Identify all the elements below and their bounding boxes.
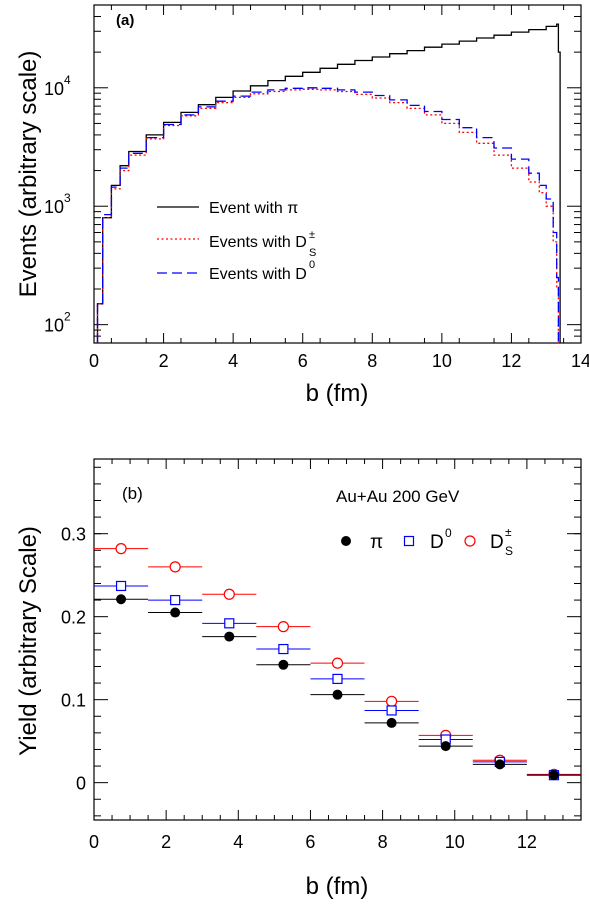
b-point-ds: [331, 657, 344, 669]
panel-a-frame: [93, 4, 582, 344]
panel-a-y-axis-label: Events (arbitrary scale): [15, 51, 42, 298]
legend-label-ds-b-sup: ±: [505, 525, 512, 539]
legend-label-pi-b: π: [370, 532, 383, 553]
legend-label-d0: Events with D: [209, 266, 307, 283]
legend-label-ds-sub: S: [309, 247, 316, 259]
b-x-tick-label: 0: [89, 832, 99, 852]
b-point-d0: [386, 705, 397, 716]
b-point-pi: [224, 631, 235, 642]
a-x-tick-label: 0: [89, 351, 99, 371]
panel-b-x-axis-label: b (fm): [306, 873, 369, 900]
legend-marker-ds: [464, 535, 476, 547]
panel-b-legend: π D 0 D ± S: [341, 525, 513, 558]
panel-b-series: [94, 543, 581, 781]
legend-label-d0-sup: 0: [309, 259, 315, 271]
panel-a-label: (a): [116, 12, 134, 29]
panel-b-label: (b): [122, 484, 143, 503]
b-y-tick-label: 0.3: [61, 525, 86, 545]
panel-a-series: [96, 23, 561, 343]
legend-label-ds: Events with D: [209, 234, 307, 251]
legend-label-pi: Event with π: [209, 200, 298, 217]
a-y-tick-label-exp: 3: [64, 191, 71, 205]
panel-b-frame: [93, 458, 582, 821]
a-x-tick-label: 10: [432, 351, 452, 371]
a-series-line-2: [96, 87, 560, 343]
b-point-d0: [115, 580, 127, 592]
a-x-tick-label: 4: [228, 351, 238, 371]
b-x-tick-label: 2: [161, 832, 171, 852]
legend-marker-pi: [341, 536, 351, 546]
b-point-ds: [169, 561, 181, 573]
a-x-tick-label: 12: [501, 351, 521, 371]
b-x-tick-label: 8: [378, 832, 388, 852]
b-point-pi: [386, 717, 397, 728]
a-y-tick-label-base: 10: [44, 316, 64, 336]
b-point-ds: [223, 588, 235, 600]
b-point-pi: [170, 607, 181, 618]
b-x-tick-label: 12: [517, 832, 537, 852]
legend-label-d0-b: D: [430, 532, 444, 553]
panel-b-ticks: 0 2 4 6 8 10 12 0 0.1 0.2 0.3: [61, 459, 581, 852]
b-point-d0: [170, 594, 181, 606]
b-point-pi: [278, 659, 289, 670]
b-y-tick-label: 0.2: [61, 608, 86, 628]
b-point-d0: [332, 673, 343, 685]
a-y-tick-label-base: 10: [44, 197, 64, 217]
a-series-line-0: [96, 23, 561, 343]
legend-label-ds-sup: ±: [309, 229, 315, 241]
b-x-tick-label: 4: [233, 832, 243, 852]
b-x-tick-label: 6: [305, 832, 315, 852]
legend-marker-d0: [403, 535, 415, 547]
a-series-line-1: [96, 88, 560, 343]
b-x-tick-label: 10: [445, 832, 465, 852]
b-point-pi: [440, 741, 451, 752]
a-y-tick-label-exp: 2: [64, 310, 71, 324]
b-point-ds: [277, 621, 289, 633]
a-y-tick-label-exp: 4: [64, 73, 71, 87]
panel-a-x-axis-label: b (fm): [306, 380, 369, 407]
b-y-tick-label: 0.1: [61, 691, 86, 711]
b-y-tick-label: 0: [76, 774, 86, 794]
b-point-d0: [278, 643, 289, 655]
b-point-pi: [548, 770, 559, 781]
b-point-ds: [115, 543, 127, 555]
panel-b-annotation: Au+Au 200 GeV: [336, 487, 460, 506]
panel-a-legend: Event with π Events with D ± S Events wi…: [157, 200, 316, 283]
legend-label-d0-b-sup: 0: [445, 526, 452, 540]
b-point-d0: [224, 618, 235, 629]
a-x-tick-label: 6: [298, 351, 308, 371]
b-point-pi: [332, 689, 343, 700]
a-x-tick-label: 8: [367, 351, 377, 371]
b-point-pi: [494, 759, 505, 770]
a-x-tick-label: 14: [571, 351, 589, 371]
b-point-ds: [386, 695, 398, 707]
a-y-tick-label-base: 10: [44, 79, 64, 99]
b-point-pi: [116, 594, 127, 605]
panel-b-y-axis-label: Yield (arbitrary Scale): [15, 526, 42, 756]
a-x-tick-label: 2: [159, 351, 169, 371]
legend-label-ds-b: D: [490, 532, 504, 553]
legend-label-ds-b-sub: S: [505, 544, 513, 558]
panel-b: 0 2 4 6 8 10 12 0 0.1 0.2 0.3 (b) Au+Au 200 GeV b …: [15, 458, 582, 900]
